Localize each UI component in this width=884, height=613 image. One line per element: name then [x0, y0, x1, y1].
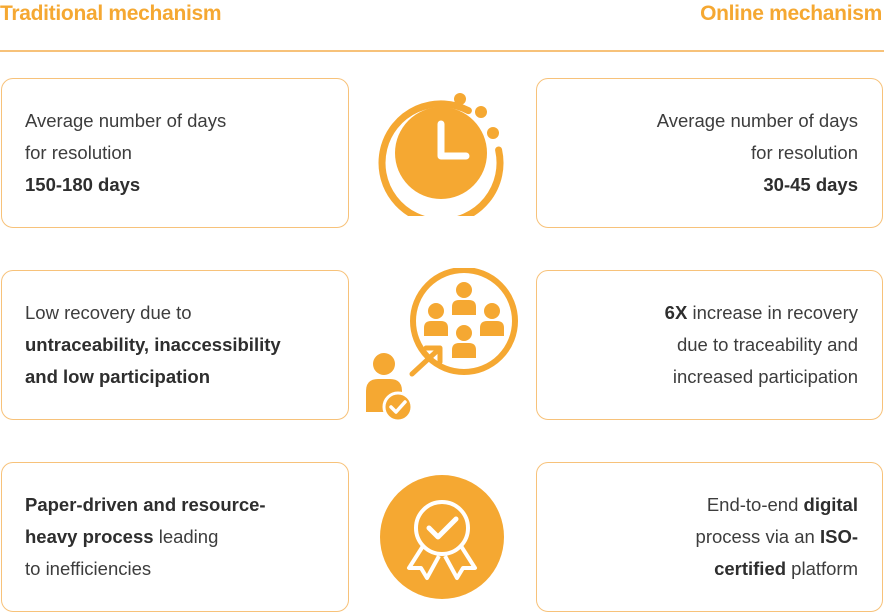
traditional-resolution-card: Average number of days for resolution 15… — [1, 78, 349, 228]
card-line: certified platform — [537, 553, 858, 585]
card-highlight: 6X — [664, 302, 688, 323]
card-line: heavy process leading — [25, 521, 348, 553]
clock-icon — [378, 93, 504, 216]
traditional-process-card: Paper-driven and resource- heavy process… — [1, 462, 349, 612]
card-text: End-to-end — [706, 494, 804, 515]
card-text: leading — [153, 526, 219, 547]
card-text: increased participation — [672, 366, 858, 387]
card-highlight: ISO- — [819, 526, 858, 547]
card-text: Average number of days — [656, 110, 858, 131]
card-text: Low recovery due to — [25, 302, 192, 323]
card-highlight: certified — [714, 558, 787, 579]
card-line: process via an ISO- — [537, 521, 858, 553]
card-highlight: Paper-driven and resource- — [25, 494, 266, 515]
people-recovery-icon — [366, 268, 518, 422]
card-highlight: 30-45 days — [763, 174, 858, 195]
card-text: increase in recovery — [687, 302, 858, 323]
card-text: to inefficiencies — [25, 558, 152, 579]
card-text: for resolution — [25, 142, 132, 163]
card-text: process via an — [695, 526, 820, 547]
card-line: End-to-end digital — [537, 489, 858, 521]
online-resolution-card: Average number of days for resolution 30… — [536, 78, 883, 228]
card-text: platform — [786, 558, 858, 579]
card-line: 6X increase in recovery — [537, 297, 858, 329]
traditional-heading: Traditional mechanism — [0, 2, 222, 25]
header-divider — [0, 50, 884, 52]
card-highlight: digital — [803, 494, 858, 515]
card-highlight: and low participation — [25, 366, 211, 387]
online-process-card: End-to-end digital process via an ISO- c… — [536, 462, 883, 612]
card-highlight: untraceability, inaccessibility — [25, 334, 281, 355]
card-text: Average number of days — [25, 110, 227, 131]
card-highlight: 150-180 days — [25, 174, 141, 195]
online-recovery-card: 6X increase in recovery due to traceabil… — [536, 270, 883, 420]
card-highlight: heavy process — [25, 526, 154, 547]
card-text: for resolution — [751, 142, 858, 163]
card-text: due to traceability and — [676, 334, 858, 355]
certified-badge-icon — [380, 475, 504, 599]
traditional-recovery-card: Low recovery due to untraceability, inac… — [1, 270, 349, 420]
online-heading: Online mechanism — [700, 2, 882, 25]
